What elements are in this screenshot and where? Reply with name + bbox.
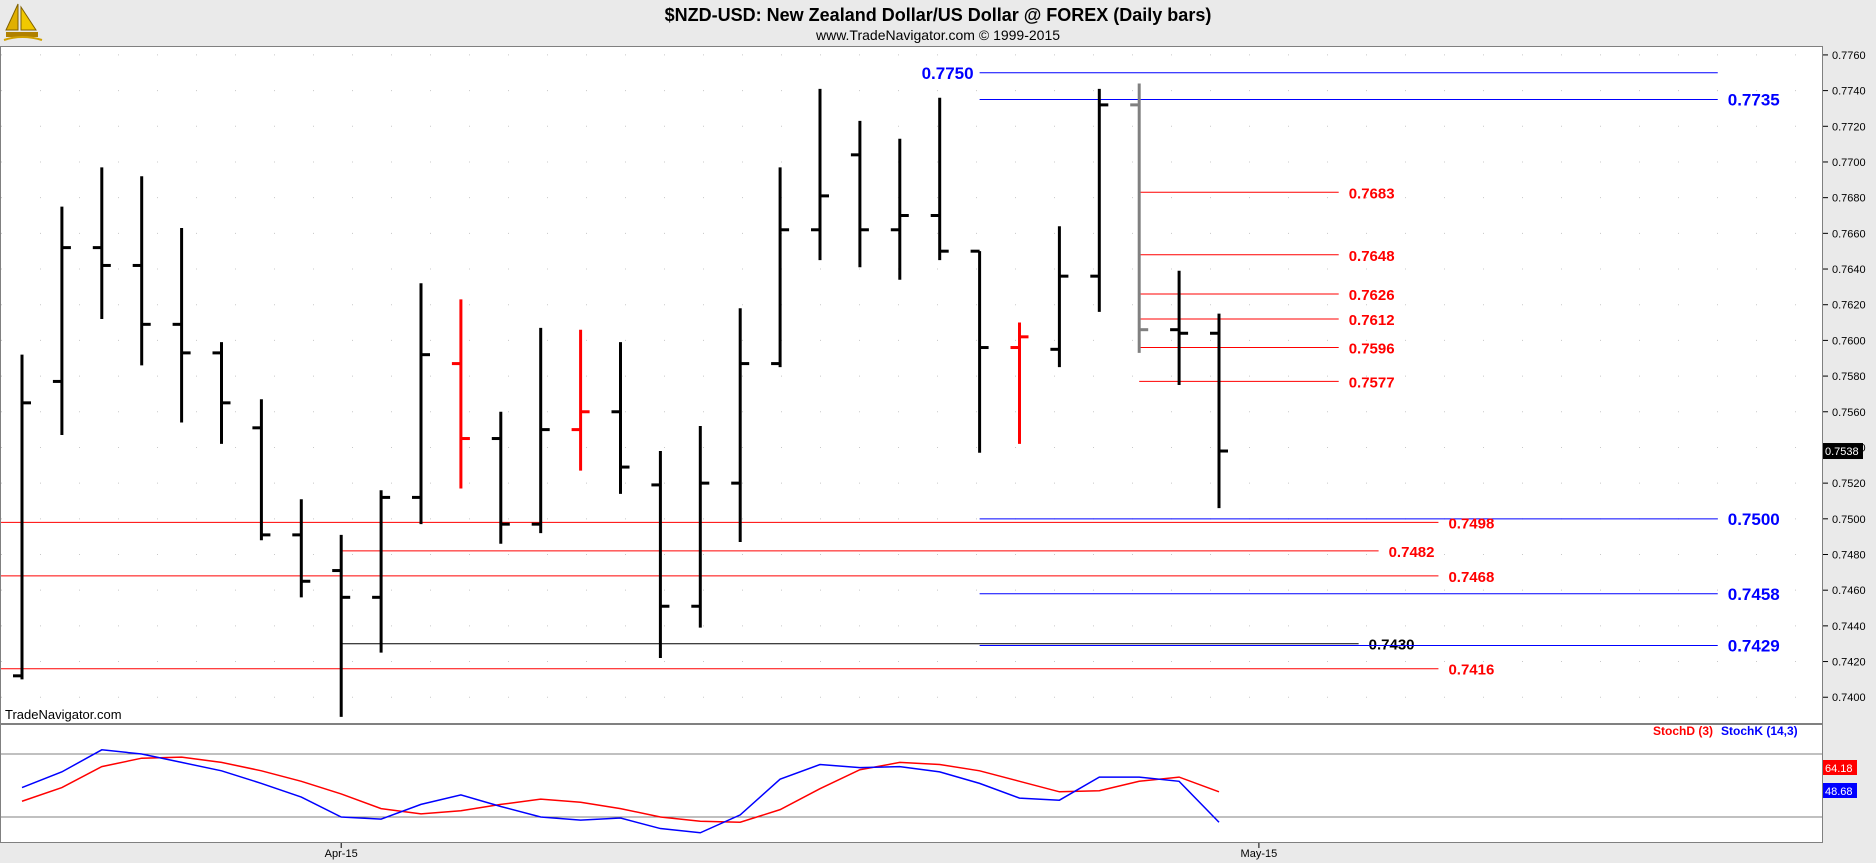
level-label: 0.7498: [1448, 515, 1494, 532]
y-tick-label: 0.7700: [1832, 157, 1866, 169]
y-tick-label: 0.7720: [1832, 121, 1866, 133]
level-label: 0.7648: [1349, 248, 1395, 265]
stochK-value-box: [1823, 783, 1857, 798]
level-label: 0.7612: [1349, 312, 1395, 329]
stochD-value-box: [1823, 760, 1857, 775]
y-tick-label: 0.7660: [1832, 228, 1866, 240]
y-tick-label: 0.7440: [1832, 621, 1866, 633]
x-axis: Apr-15 May-15: [325, 843, 1278, 860]
watermark-text: TradeNavigator.com: [5, 707, 122, 722]
bars-layer: [13, 83, 1228, 717]
last-price-label: 0.7538: [1825, 446, 1859, 458]
chart-title: $NZD-USD: New Zealand Dollar/US Dollar @…: [665, 5, 1212, 25]
levels-layer: 0.7750 0.7735 0.7683 0.7648 0.7626 0.7612 0.75…: [1, 64, 1780, 679]
level-label: 0.7596: [1349, 341, 1395, 358]
stochastic-layer: StochD (3) StochK (14,3) 64.18 48.68: [1, 724, 1857, 834]
y-tick-label: 0.7640: [1832, 264, 1866, 276]
y-tick-label: 0.7420: [1832, 657, 1866, 669]
x-tick-label: May-15: [1241, 848, 1278, 860]
level-label: 0.7416: [1448, 662, 1494, 679]
level-label: 0.7626: [1349, 287, 1395, 304]
y-tick-label: 0.7620: [1832, 300, 1866, 312]
legend-stochD: StochD (3): [1653, 724, 1713, 738]
y-tick-label: 0.7400: [1832, 692, 1866, 704]
stoch-series-line: [21, 756, 1220, 824]
level-label: 0.7735: [1728, 91, 1780, 110]
level-label: 0.7429: [1728, 636, 1780, 655]
level-label: 0.7468: [1448, 569, 1494, 586]
last-price-box: [1823, 443, 1863, 460]
level-label: 0.7750: [922, 64, 974, 83]
y-tick-label: 0.7760: [1832, 50, 1866, 62]
price-panel: [0, 46, 1823, 724]
stoch-series-line: [21, 749, 1220, 834]
stochD-value: 64.18: [1825, 763, 1853, 775]
y-tick-label: 0.7520: [1832, 478, 1866, 490]
copyright-text: www.TradeNavigator.com © 1999-2015: [815, 27, 1060, 43]
level-label: 0.7577: [1349, 374, 1395, 391]
y-tick-label: 0.7460: [1832, 585, 1866, 597]
level-label: 0.7458: [1728, 585, 1780, 604]
y-tick-label: 0.7500: [1832, 514, 1866, 526]
y-tick-label: 0.7560: [1832, 407, 1866, 419]
y-tick-label: 0.7480: [1832, 550, 1866, 562]
y-axis: 0.7400 0.7420 0.7440 0.7460 0.7480 0.7500 0.75…: [1823, 50, 1866, 704]
level-label: 0.7683: [1349, 185, 1395, 202]
date-band: [0, 843, 1876, 863]
stochK-value: 48.68: [1825, 786, 1853, 798]
header-band: [0, 0, 1876, 46]
y-tick-label: 0.7600: [1832, 335, 1866, 347]
level-label: 0.7500: [1728, 510, 1780, 529]
stoch-panel: [0, 724, 1823, 843]
x-tick-label: Apr-15: [325, 848, 358, 860]
sailboat-logo-icon: [3, 3, 43, 41]
y-tick-label: 0.7680: [1832, 193, 1866, 205]
level-label: 0.7482: [1389, 544, 1435, 561]
y-tick-label: 0.7740: [1832, 86, 1866, 98]
legend-stochK: StochK (14,3): [1721, 724, 1798, 738]
y-tick-label: 0.7580: [1832, 371, 1866, 383]
